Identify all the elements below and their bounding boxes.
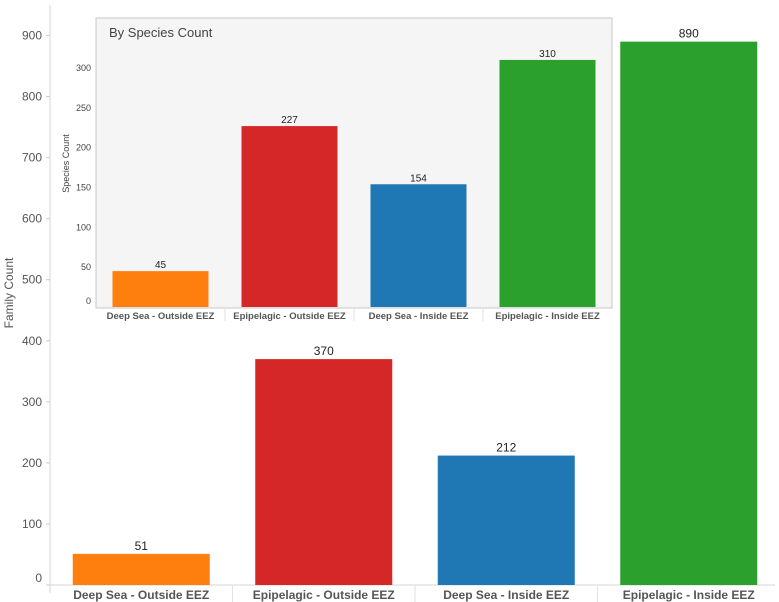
inset-x-category-label: Epipelagic - Outside EEZ bbox=[233, 311, 346, 322]
main-bar-value-label: 51 bbox=[135, 539, 149, 553]
main-bar bbox=[620, 41, 758, 585]
inset-bar bbox=[499, 59, 596, 307]
inset-bar-value-label: 227 bbox=[281, 115, 298, 126]
main-y-tick-label: 700 bbox=[22, 151, 42, 165]
inset-bar-value-label: 310 bbox=[539, 49, 556, 60]
main-bar-value-label: 212 bbox=[496, 441, 516, 455]
main-bar bbox=[72, 553, 210, 585]
inset-bar bbox=[370, 184, 467, 307]
inset-bar bbox=[241, 126, 338, 307]
main-y-tick-label: 600 bbox=[22, 212, 42, 226]
inset-y-tick-label: 300 bbox=[76, 63, 91, 73]
main-y-tick-label: 800 bbox=[22, 90, 42, 104]
inset-x-category-label: Epipelagic - Inside EEZ bbox=[495, 311, 600, 322]
inset-y-tick-label: 0 bbox=[86, 296, 91, 306]
main-y-tick-label: 300 bbox=[22, 395, 42, 409]
main-x-category-label: Epipelagic - Outside EEZ bbox=[253, 588, 395, 602]
inset-x-category-label: Deep Sea - Outside EEZ bbox=[107, 311, 215, 322]
main-y-tick-label: 400 bbox=[22, 334, 42, 348]
main-y-tick-label: 500 bbox=[22, 273, 42, 287]
inset-y-tick-label: 150 bbox=[76, 182, 91, 192]
main-y-tick-label: 0 bbox=[35, 571, 42, 585]
inset-y-axis-title: Species Count bbox=[61, 134, 71, 193]
main-bar bbox=[255, 359, 393, 585]
inset-bar-value-label: 154 bbox=[410, 173, 427, 184]
inset-chart: By Species Count 0 50 100 150 200 250 300 Specie… bbox=[61, 17, 613, 322]
main-bar-value-label: 370 bbox=[314, 344, 334, 358]
main-y-axis-title: Family Count bbox=[2, 257, 16, 328]
main-y-tick-label: 200 bbox=[22, 456, 42, 470]
main-x-category-label: Deep Sea - Inside EEZ bbox=[443, 588, 569, 602]
inset-y-tick-label: 100 bbox=[76, 222, 91, 232]
inset-bar bbox=[112, 271, 209, 307]
main-x-category-label: Epipelagic - Inside EEZ bbox=[623, 588, 755, 602]
inset-y-tick-label: 250 bbox=[76, 103, 91, 113]
main-bar bbox=[437, 455, 575, 585]
inset-y-tick-label: 200 bbox=[76, 143, 91, 153]
inset-x-category-label: Deep Sea - Inside EEZ bbox=[369, 311, 469, 322]
inset-bar-value-label: 45 bbox=[155, 260, 167, 271]
main-x-category-label: Deep Sea - Outside EEZ bbox=[73, 588, 209, 602]
main-bar-value-label: 890 bbox=[679, 27, 699, 41]
main-y-tick-label: 100 bbox=[22, 517, 42, 531]
inset-y-tick-label: 50 bbox=[81, 262, 91, 272]
inset-title: By Species Count bbox=[109, 25, 213, 40]
main-y-tick-label: 900 bbox=[22, 29, 42, 43]
